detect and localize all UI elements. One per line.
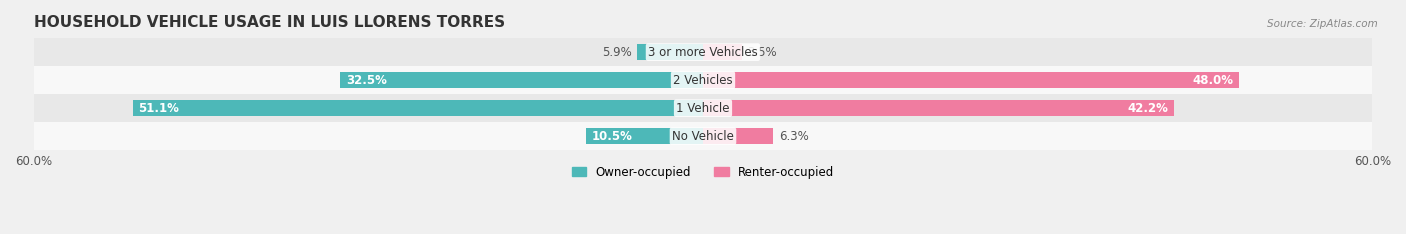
Bar: [586, 128, 703, 144]
Text: 51.1%: 51.1%: [138, 102, 180, 115]
Bar: [703, 72, 1239, 88]
Text: 32.5%: 32.5%: [346, 74, 387, 87]
Text: 5.9%: 5.9%: [602, 46, 631, 58]
Bar: [703, 100, 1174, 116]
Text: 48.0%: 48.0%: [1192, 74, 1233, 87]
Bar: [34, 38, 1372, 66]
Bar: [34, 66, 1372, 94]
Bar: [34, 94, 1372, 122]
Text: Source: ZipAtlas.com: Source: ZipAtlas.com: [1267, 19, 1378, 29]
Bar: [132, 100, 703, 116]
Bar: [637, 44, 703, 60]
Bar: [340, 72, 703, 88]
Bar: [34, 122, 1372, 150]
Text: No Vehicle: No Vehicle: [672, 130, 734, 143]
Legend: Owner-occupied, Renter-occupied: Owner-occupied, Renter-occupied: [567, 161, 839, 183]
Text: 6.3%: 6.3%: [779, 130, 808, 143]
Text: HOUSEHOLD VEHICLE USAGE IN LUIS LLORENS TORRES: HOUSEHOLD VEHICLE USAGE IN LUIS LLORENS …: [34, 15, 505, 30]
Text: 3.5%: 3.5%: [748, 46, 778, 58]
Bar: [703, 44, 742, 60]
Bar: [703, 128, 773, 144]
Text: 42.2%: 42.2%: [1128, 102, 1168, 115]
Text: 2 Vehicles: 2 Vehicles: [673, 74, 733, 87]
Text: 1 Vehicle: 1 Vehicle: [676, 102, 730, 115]
Text: 3 or more Vehicles: 3 or more Vehicles: [648, 46, 758, 58]
Text: 10.5%: 10.5%: [592, 130, 633, 143]
